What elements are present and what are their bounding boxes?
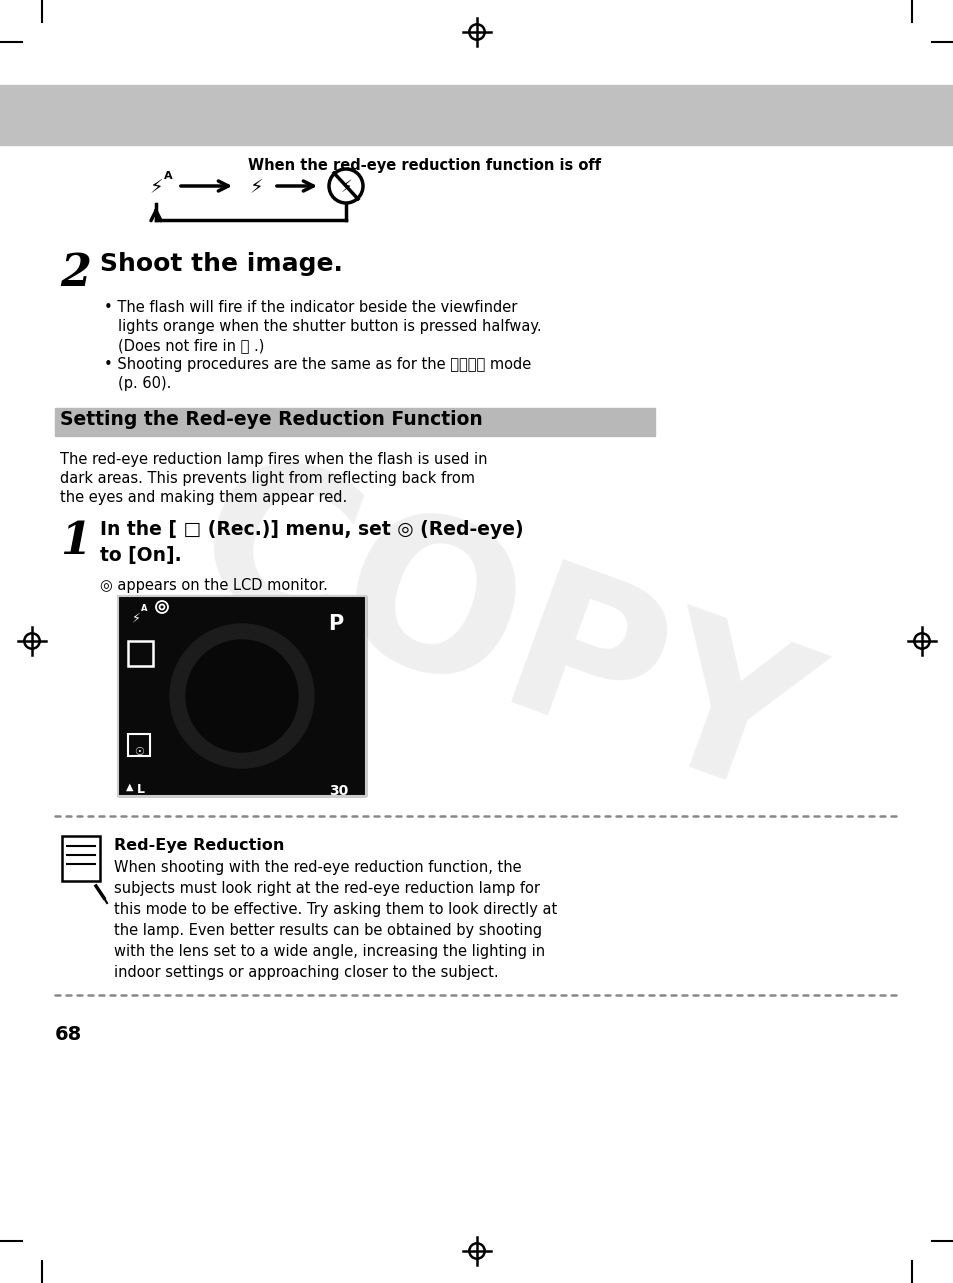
Text: When shooting with the red-eye reduction function, the: When shooting with the red-eye reduction… (113, 860, 521, 875)
Text: ▲: ▲ (126, 783, 133, 792)
Text: The red-eye reduction lamp fires when the flash is used in: The red-eye reduction lamp fires when th… (60, 452, 487, 467)
Text: 68: 68 (55, 1025, 82, 1044)
Circle shape (186, 640, 297, 752)
Text: In the [ □ (Rec.)] menu, set ◎ (Red-eye): In the [ □ (Rec.)] menu, set ◎ (Red-eye) (100, 520, 523, 539)
Text: When the red-eye reduction function is off: When the red-eye reduction function is o… (248, 158, 600, 173)
Text: • Shooting procedures are the same as for the ⒶⓄⓉⓞ mode: • Shooting procedures are the same as fo… (104, 357, 531, 372)
Text: P: P (328, 615, 343, 634)
Text: A: A (141, 604, 148, 613)
Text: Shoot the image.: Shoot the image. (100, 251, 342, 276)
Text: COPY: COPY (168, 436, 831, 843)
Text: lights orange when the shutter button is pressed halfway.: lights orange when the shutter button is… (118, 319, 541, 334)
Text: (p. 60).: (p. 60). (118, 376, 172, 391)
Text: 1: 1 (60, 520, 91, 563)
Text: Red-Eye Reduction: Red-Eye Reduction (113, 838, 284, 853)
Bar (55, 408, 655, 436)
Bar (62, 837, 100, 881)
Bar (0, 85, 953, 145)
Text: ☉: ☉ (133, 747, 144, 757)
Text: dark areas. This prevents light from reflecting back from: dark areas. This prevents light from ref… (60, 471, 475, 486)
Bar (118, 597, 366, 795)
Bar (118, 597, 366, 795)
Text: (Does not fire in ⓢ .): (Does not fire in ⓢ .) (118, 337, 264, 353)
Text: ⚡: ⚡ (149, 178, 163, 198)
Text: 2: 2 (60, 251, 91, 295)
Text: L: L (137, 783, 145, 795)
Circle shape (170, 624, 314, 769)
Text: the eyes and making them appear red.: the eyes and making them appear red. (60, 490, 347, 506)
Text: ◎ appears on the LCD monitor.: ◎ appears on the LCD monitor. (100, 579, 328, 593)
Text: A: A (164, 171, 172, 181)
Text: Setting the Red-eye Reduction Function: Setting the Red-eye Reduction Function (60, 411, 482, 429)
Text: ⚡: ⚡ (132, 612, 141, 625)
Text: the lamp. Even better results can be obtained by shooting: the lamp. Even better results can be obt… (113, 922, 541, 938)
Text: ⚡: ⚡ (249, 178, 263, 198)
Bar (128, 734, 150, 756)
Text: subjects must look right at the red-eye reduction lamp for: subjects must look right at the red-eye … (113, 881, 539, 896)
Text: to [On].: to [On]. (100, 547, 181, 565)
Text: ⚡: ⚡ (340, 178, 352, 196)
Bar (128, 642, 152, 666)
Text: indoor settings or approaching closer to the subject.: indoor settings or approaching closer to… (113, 965, 498, 980)
Text: this mode to be effective. Try asking them to look directly at: this mode to be effective. Try asking th… (113, 902, 557, 917)
Text: • The flash will fire if the indicator beside the viewfinder: • The flash will fire if the indicator b… (104, 300, 517, 316)
Text: 30: 30 (329, 784, 348, 798)
Text: with the lens set to a wide angle, increasing the lighting in: with the lens set to a wide angle, incre… (113, 944, 544, 958)
